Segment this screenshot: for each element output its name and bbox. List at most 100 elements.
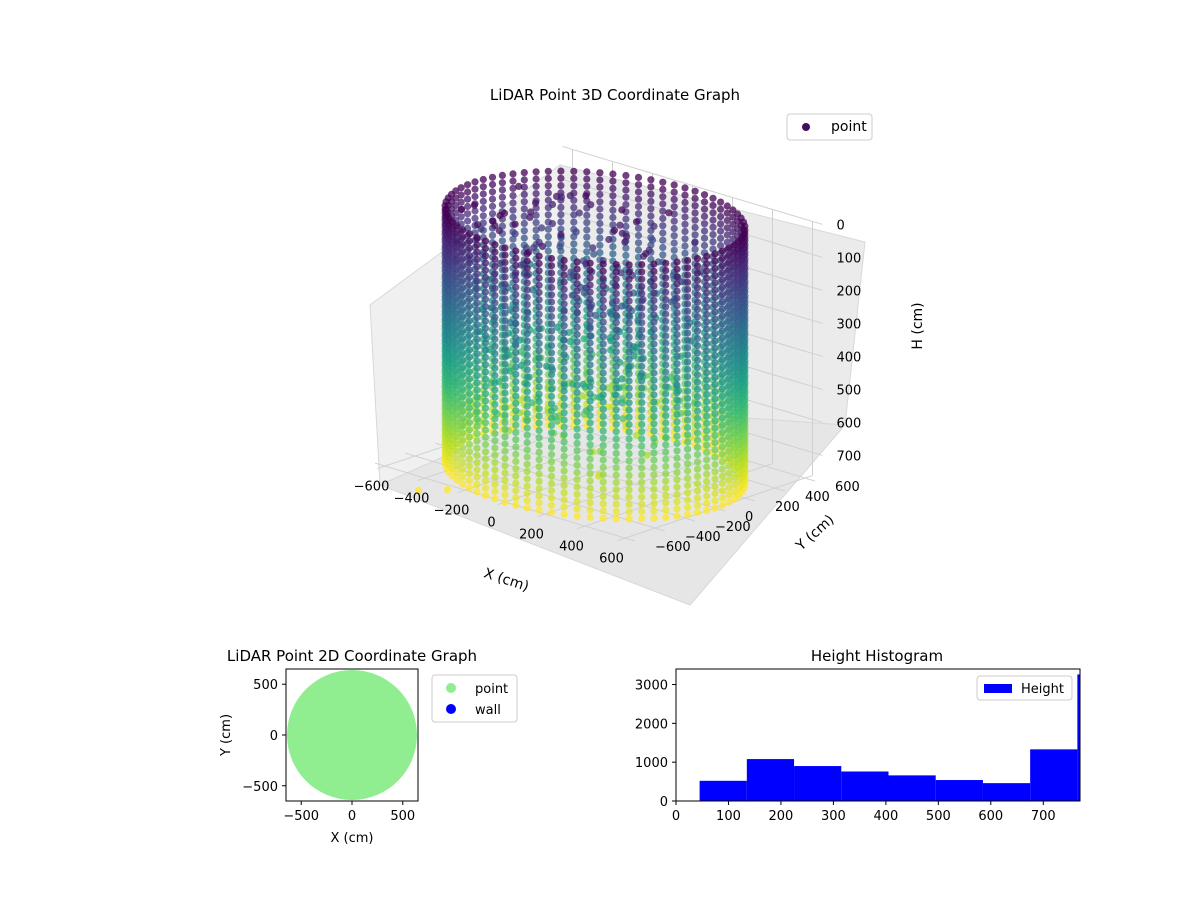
chart3d-point bbox=[625, 420, 633, 429]
chart3d-point bbox=[638, 377, 646, 385]
chart3d-point bbox=[612, 413, 620, 421]
chart3d-point bbox=[473, 335, 481, 343]
chart3d-point bbox=[659, 243, 667, 252]
chart3d-point bbox=[523, 497, 531, 505]
chart3d-point bbox=[659, 178, 667, 186]
chart3d-point bbox=[544, 240, 552, 248]
chart3d-point bbox=[459, 306, 467, 314]
chart3d-point bbox=[725, 375, 733, 383]
chart2d-xtick-label: 0 bbox=[348, 809, 356, 824]
chart3d-point bbox=[725, 397, 733, 405]
chart3d-point bbox=[465, 426, 473, 434]
chart3d-point bbox=[501, 389, 509, 397]
chart3d-point bbox=[673, 454, 681, 462]
chart3d-point bbox=[481, 361, 490, 369]
chart3d-point bbox=[684, 489, 692, 497]
chart3d-point bbox=[453, 454, 461, 462]
chart3d-point bbox=[638, 319, 646, 327]
chart3d-point bbox=[474, 221, 482, 229]
chart3d-point bbox=[711, 460, 719, 469]
chart3d-point bbox=[520, 169, 528, 177]
chart3d-point bbox=[573, 360, 581, 368]
chart3d-point bbox=[535, 485, 543, 493]
chart3d-point bbox=[535, 303, 543, 311]
chart3d-point bbox=[473, 444, 481, 452]
chart3d-point bbox=[638, 355, 646, 363]
chart3d-point bbox=[481, 382, 490, 390]
chart3d-point bbox=[465, 237, 473, 245]
chart3d-point bbox=[465, 302, 473, 310]
chart3d-point bbox=[709, 194, 717, 202]
chart3d-point bbox=[673, 425, 681, 433]
chart3d-point bbox=[684, 285, 692, 294]
chart3d-point bbox=[673, 294, 681, 302]
chart3d-point bbox=[647, 190, 655, 198]
chart3d-point bbox=[612, 406, 620, 414]
chart3d-point bbox=[501, 440, 509, 448]
chart3d-point bbox=[459, 371, 467, 379]
chart3d-point bbox=[501, 462, 509, 470]
chart3d-point bbox=[730, 422, 738, 431]
chart3d-point bbox=[718, 247, 727, 255]
chart2d-plot-area bbox=[287, 670, 417, 800]
chart3d-point bbox=[607, 346, 615, 354]
chart3d-point bbox=[491, 437, 499, 445]
chart3d-point bbox=[599, 442, 607, 450]
chart3d-point bbox=[547, 458, 556, 466]
chart3d-point bbox=[599, 412, 607, 421]
chart3d-point bbox=[725, 339, 733, 347]
chart3d-point bbox=[673, 410, 681, 419]
chart3d-point bbox=[599, 289, 607, 297]
chart3d-point bbox=[691, 231, 699, 239]
chart3d-point bbox=[501, 317, 509, 325]
chart3d-point bbox=[481, 303, 490, 311]
chart3d-point bbox=[547, 479, 556, 488]
chart3d-point bbox=[609, 221, 617, 229]
chart3d-point bbox=[638, 478, 646, 486]
chart3d-point bbox=[700, 205, 709, 213]
chart3d-point bbox=[491, 357, 499, 365]
chart3d-point bbox=[730, 292, 738, 300]
chart3d-point bbox=[717, 205, 725, 213]
chart3d-point bbox=[560, 409, 568, 417]
chart3d-point bbox=[560, 452, 568, 460]
chart3d-point bbox=[520, 198, 528, 206]
chart3d-point bbox=[459, 378, 467, 386]
chart3d-point bbox=[464, 202, 472, 211]
chart3d-point bbox=[625, 406, 633, 414]
chart3d-point bbox=[573, 258, 581, 266]
chart3d-point bbox=[718, 327, 727, 335]
chart3d-point bbox=[573, 272, 581, 281]
chart3d-point bbox=[684, 373, 692, 381]
chart3d-point bbox=[612, 333, 620, 341]
chart3d-point bbox=[491, 451, 499, 459]
chart3d-point bbox=[625, 370, 633, 378]
chart3d-point bbox=[523, 504, 531, 512]
chart3d-point bbox=[547, 421, 556, 429]
chart3d-point bbox=[547, 349, 556, 357]
chart3d-point bbox=[560, 503, 568, 511]
chart3d-point bbox=[583, 233, 591, 241]
chart3d-point bbox=[572, 228, 580, 236]
chart3d-point bbox=[693, 501, 702, 510]
chart3d-point bbox=[538, 224, 546, 232]
chart3d-point bbox=[703, 434, 711, 442]
chart3d-point bbox=[509, 184, 517, 192]
chart3d-point bbox=[512, 487, 520, 495]
chart3d-point bbox=[547, 472, 556, 480]
chart3d-point bbox=[560, 438, 568, 446]
chart3d-point bbox=[464, 181, 472, 189]
chart3d-point bbox=[573, 381, 581, 389]
chart3d-point bbox=[517, 361, 526, 369]
chart3d-point bbox=[586, 346, 594, 354]
chart3d-point bbox=[711, 395, 719, 403]
chart3d-point bbox=[586, 375, 594, 383]
chart3d-point bbox=[465, 346, 473, 354]
chart3d-point bbox=[560, 351, 568, 359]
chart3d-point bbox=[488, 210, 497, 218]
chart3d-point bbox=[693, 429, 702, 437]
chart3d-point bbox=[488, 188, 497, 196]
chart3d-point bbox=[586, 390, 594, 398]
chart3d-point bbox=[523, 286, 531, 294]
chart3d-point bbox=[684, 351, 692, 359]
